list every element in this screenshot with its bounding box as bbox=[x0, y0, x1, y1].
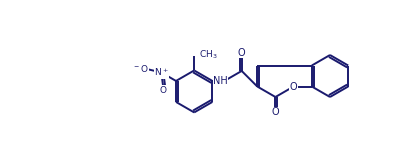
Text: N$^+$: N$^+$ bbox=[154, 67, 169, 78]
Text: NH: NH bbox=[213, 76, 228, 86]
Text: CH$_3$: CH$_3$ bbox=[199, 48, 218, 61]
Text: O: O bbox=[290, 81, 297, 92]
Text: O: O bbox=[238, 48, 246, 58]
Text: O: O bbox=[272, 107, 279, 117]
Text: $^-$O: $^-$O bbox=[132, 63, 148, 74]
Text: O: O bbox=[160, 86, 167, 95]
